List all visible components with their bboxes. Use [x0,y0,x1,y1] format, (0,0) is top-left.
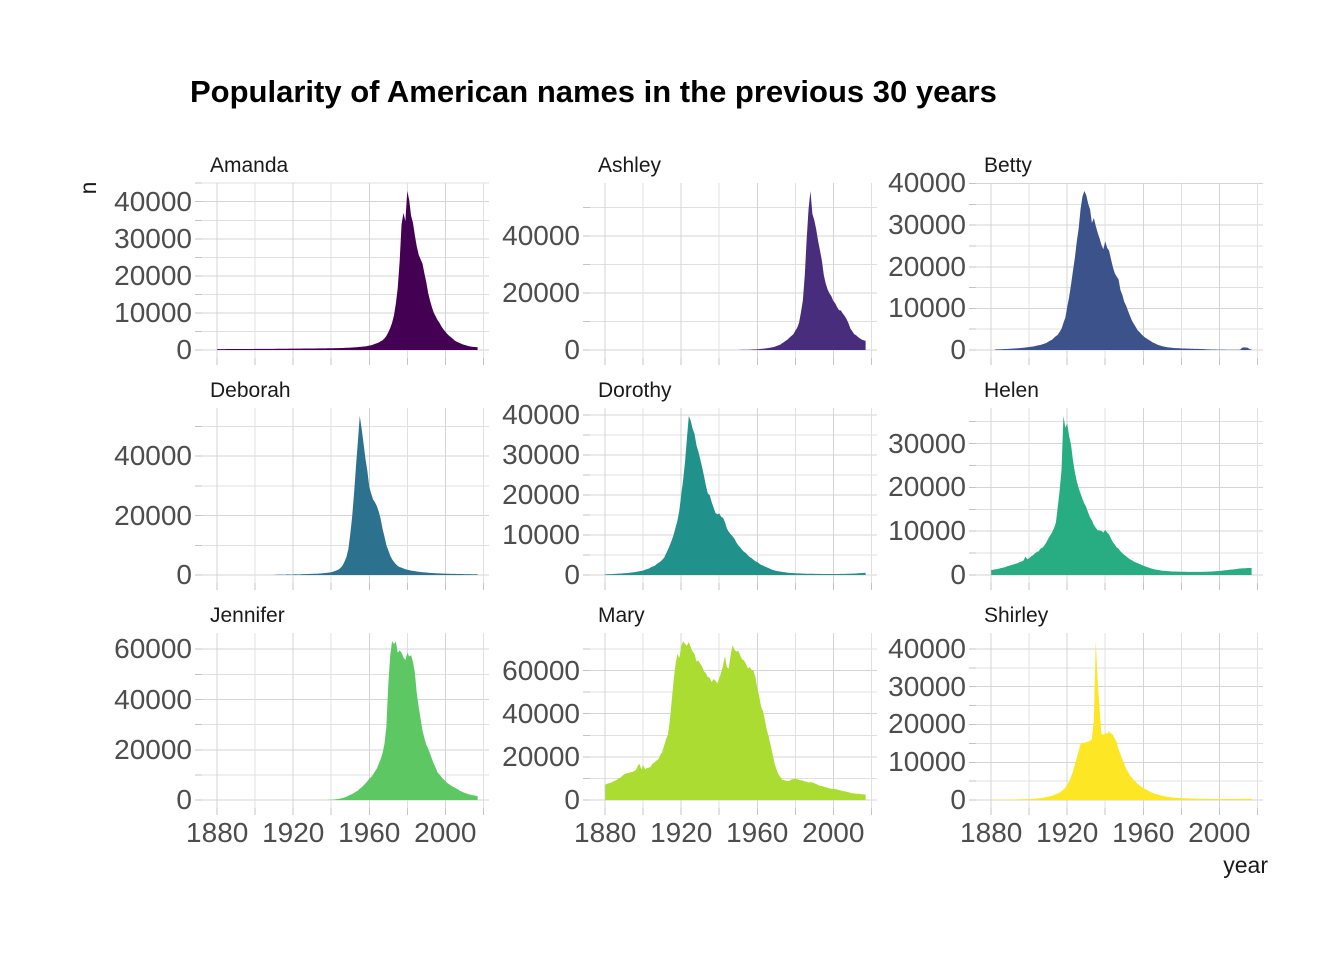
area-series-dorothy [605,415,866,576]
y-tick-label: 0 [176,784,192,816]
y-tick-label: 0 [564,784,580,816]
y-tick-label: 20000 [502,479,580,511]
area-series-jennifer [327,640,478,801]
facet-panel-mary [583,633,877,815]
y-tick-label: 40000 [502,220,580,251]
area-series-helen [991,415,1252,576]
x-tick-label: 1960 [726,817,789,848]
facet-panel-ashley [583,183,877,365]
axis-ticks [195,425,484,590]
facet-strip-label-shirley: Shirley [984,604,1049,627]
y-tick-label: 20000 [888,471,966,503]
y-tick-label: 0 [950,559,966,591]
facet-strip-label-helen: Helen [984,379,1039,402]
x-tick-label: 1920 [1036,817,1099,848]
facet-panel-amanda [195,182,489,365]
x-tick-label: 2000 [1188,817,1251,848]
y-tick-label: 0 [564,334,580,366]
y-tick-label: 20000 [502,740,580,772]
y-tick-label: 40000 [888,632,966,664]
facet-strip-label-amanda: Amanda [210,154,289,177]
y-tick-label: 10000 [502,519,580,551]
y-tick-label: 10000 [114,296,192,328]
y-tick-label: 30000 [114,222,192,254]
facet-strip-label-jennifer: Jennifer [210,604,285,627]
gridlines [202,408,489,583]
y-tick-label: 20000 [114,499,192,531]
facet-panel-betty [969,182,1263,365]
y-tick-label: 20000 [502,277,580,309]
area-series-amanda [217,190,478,351]
y-tick-label: 30000 [888,209,966,241]
plot-title: Popularity of American names in the prev… [190,74,997,109]
axis-ticks [969,182,1258,365]
x-tick-label: 2000 [414,817,477,848]
facet-panel-shirley [969,633,1263,815]
gridlines [202,182,489,358]
facet-panel-jennifer [195,633,489,815]
facet-panel-dorothy [583,408,877,590]
y-tick-label: 0 [176,334,192,366]
facet-strip-label-deborah: Deborah [210,379,291,402]
facet-strip-label-ashley: Ashley [598,154,662,177]
facet-strip-label-betty: Betty [984,154,1032,177]
y-tick-label: 40000 [888,167,966,199]
x-tick-label: 1920 [650,817,713,848]
area-series-ashley [738,190,866,351]
area-series-shirley [991,640,1252,801]
y-tick-label: 30000 [888,427,966,459]
x-tick-label: 2000 [802,817,865,848]
y-tick-label: 40000 [502,697,580,729]
y-tick-label: 0 [564,559,580,591]
gridlines [590,408,877,583]
y-tick-label: 10000 [888,746,966,778]
y-tick-label: 40000 [114,185,192,217]
x-axis-title: year [1223,852,1268,878]
y-tick-label: 0 [950,334,966,366]
y-tick-label: 20000 [114,259,192,291]
facet-strip-label-mary: Mary [598,604,645,627]
y-tick-label: 0 [176,559,192,591]
y-tick-label: 0 [950,784,966,816]
axis-ticks [583,206,872,365]
facet-strip-label-dorothy: Dorothy [598,379,672,402]
y-tick-label: 30000 [888,670,966,702]
y-tick-label: 40000 [114,683,192,715]
axis-ticks [969,648,1258,815]
axis-ticks [195,648,484,815]
area-series-mary [605,640,866,801]
facet-panel-helen [969,408,1263,590]
x-tick-label: 1920 [262,817,325,848]
x-tick-label: 1960 [338,817,401,848]
x-tick-label: 1960 [1112,817,1175,848]
y-tick-label: 60000 [114,633,192,665]
y-tick-label: 30000 [502,439,580,471]
facet-panel-deborah [195,408,489,590]
y-tick-label: 10000 [888,515,966,547]
area-series-betty [995,190,1252,351]
area-series-deborah [274,415,478,576]
axis-ticks [583,414,872,590]
y-tick-label: 60000 [502,654,580,686]
x-tick-label: 1880 [574,817,637,848]
y-tick-label: 40000 [502,399,580,431]
y-tick-label: 20000 [888,250,966,282]
x-tick-label: 1880 [960,817,1023,848]
y-tick-label: 20000 [888,708,966,740]
y-tick-label: 40000 [114,440,192,472]
axis-ticks [195,182,484,365]
x-tick-label: 1880 [186,817,249,848]
axis-ticks [583,648,872,815]
axis-ticks [969,421,1258,590]
y-tick-label: 20000 [114,733,192,765]
y-tick-label: 10000 [888,292,966,324]
